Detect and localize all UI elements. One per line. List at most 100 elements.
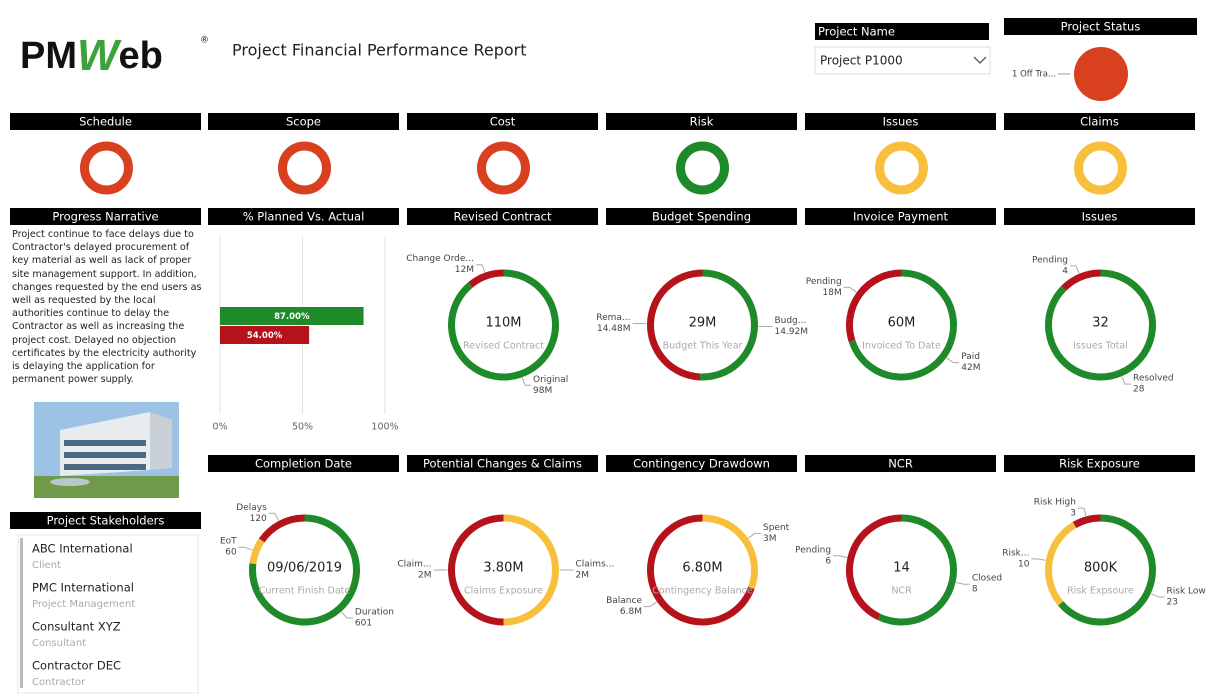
slice-value-label: 18M	[823, 288, 842, 298]
slice-value-label: 23	[1167, 598, 1178, 608]
slice-value-label: 98M	[533, 386, 552, 396]
slice-value-label: 4	[1062, 266, 1068, 276]
header-title: Completion Date	[255, 457, 352, 471]
stakeholder-role: Client	[32, 560, 61, 571]
label-leader	[833, 555, 848, 559]
label-leader	[843, 286, 857, 293]
slice-label: Closed	[972, 574, 1002, 584]
slice-value-label: 2M	[576, 571, 590, 581]
center-label: Current Finish Date	[259, 586, 351, 597]
header-bar	[407, 113, 598, 130]
slice-value-label: 60	[225, 548, 237, 558]
header-title: Risk	[690, 115, 714, 129]
header-title: Claims	[1080, 115, 1119, 129]
bar-label: 54.00%	[247, 331, 283, 341]
donut-slice	[647, 269, 703, 381]
logo-mark: ®	[200, 36, 209, 46]
donut-slice	[846, 514, 902, 621]
donut-slice	[848, 269, 957, 381]
dropdown[interactable]	[814, 46, 991, 75]
header-bar	[815, 23, 989, 40]
x-tick-label: 100%	[371, 422, 398, 433]
slice-label: Pending	[795, 545, 831, 555]
status-legend: 1 Off Tra...	[1012, 70, 1056, 80]
header-bar	[10, 208, 201, 225]
slice-label: Duration	[355, 607, 394, 617]
center-label: NCR	[891, 586, 912, 597]
label-leader	[644, 601, 657, 608]
header-title: NCR	[888, 457, 913, 471]
center-value: 3.80M	[483, 561, 523, 576]
header-bar	[1004, 18, 1197, 35]
donut-slice	[877, 514, 957, 626]
slice-value-label: 8	[972, 585, 978, 595]
status-ring	[80, 141, 133, 195]
stakeholders-rule	[20, 538, 23, 688]
report-title: Project Financial Performance Report	[232, 41, 527, 60]
header-bar	[208, 113, 399, 130]
slice-label: Delays	[236, 503, 267, 513]
bar	[220, 326, 310, 344]
slice-label: Change Orde...	[406, 254, 474, 264]
slice-label: Risk High	[1034, 498, 1076, 508]
dropdown-chevron[interactable]	[973, 56, 987, 64]
header-title: Schedule	[79, 115, 132, 129]
header-bar	[407, 208, 598, 225]
stakeholder-role: Contractor	[32, 677, 86, 688]
status-ring	[676, 141, 729, 195]
dropdown-value[interactable]: Project P1000	[820, 54, 903, 68]
logo-part: eb	[119, 35, 163, 77]
center-value: 29M	[689, 316, 717, 331]
header-bar	[805, 208, 996, 225]
logo-part: W	[77, 31, 122, 80]
slice-label: Rema...	[596, 313, 630, 323]
header-bar	[407, 455, 598, 472]
header-bar	[1004, 113, 1195, 130]
header-bar	[10, 512, 201, 529]
status-ring	[278, 141, 331, 195]
slice-label: Resolved	[1133, 374, 1174, 384]
header-title: Project Stakeholders	[47, 514, 165, 528]
slice-label: Risk...	[1002, 548, 1029, 558]
center-label: Revised Contract	[463, 341, 544, 352]
donut-slice	[448, 269, 559, 381]
slice-label: Balance	[606, 596, 642, 606]
label-leader	[955, 581, 970, 585]
slice-label: EoT	[220, 537, 237, 547]
header-title: Potential Changes & Claims	[423, 457, 582, 471]
label-leader	[1151, 593, 1165, 598]
narrative-box: Project continue to face delays due to C…	[12, 229, 202, 386]
header-bar	[606, 208, 797, 225]
label-leader	[475, 264, 486, 273]
header-bar	[1004, 455, 1195, 472]
center-value: 110M	[485, 316, 521, 331]
narrative-text: Project continue to face delays due to C…	[12, 229, 202, 386]
label-leader	[1070, 265, 1080, 274]
header-title: Invoice Payment	[853, 210, 949, 224]
header-title: Issues	[1082, 210, 1118, 224]
project-photo	[34, 402, 179, 498]
donut-slice	[249, 538, 265, 565]
label-leader	[238, 546, 253, 551]
center-label: Claims Exposure	[464, 586, 543, 597]
label-leader	[268, 512, 279, 521]
header-title: Project Status	[1061, 20, 1141, 34]
slice-value-label: 42M	[961, 363, 980, 373]
stakeholder-name: Contractor DEC	[32, 659, 121, 673]
status-ring	[1074, 141, 1127, 195]
header-title: Risk Exposure	[1059, 457, 1140, 471]
header-bar	[606, 113, 797, 130]
stakeholder-role: Consultant	[32, 638, 86, 649]
donut-slice	[1072, 514, 1101, 529]
stakeholders-box	[17, 534, 199, 694]
slice-label: Paid	[961, 352, 980, 362]
slice-label: Pending	[1032, 255, 1068, 265]
center-label: Contingency Balance	[652, 586, 753, 597]
slice-label: Claim...	[397, 560, 431, 570]
slice-value-label: 14.92M	[774, 327, 808, 337]
header-bar	[1004, 208, 1195, 225]
donut-slice	[647, 514, 755, 626]
header-title: Progress Narrative	[52, 210, 158, 224]
label-leader	[748, 532, 761, 539]
status-ring	[875, 141, 928, 195]
